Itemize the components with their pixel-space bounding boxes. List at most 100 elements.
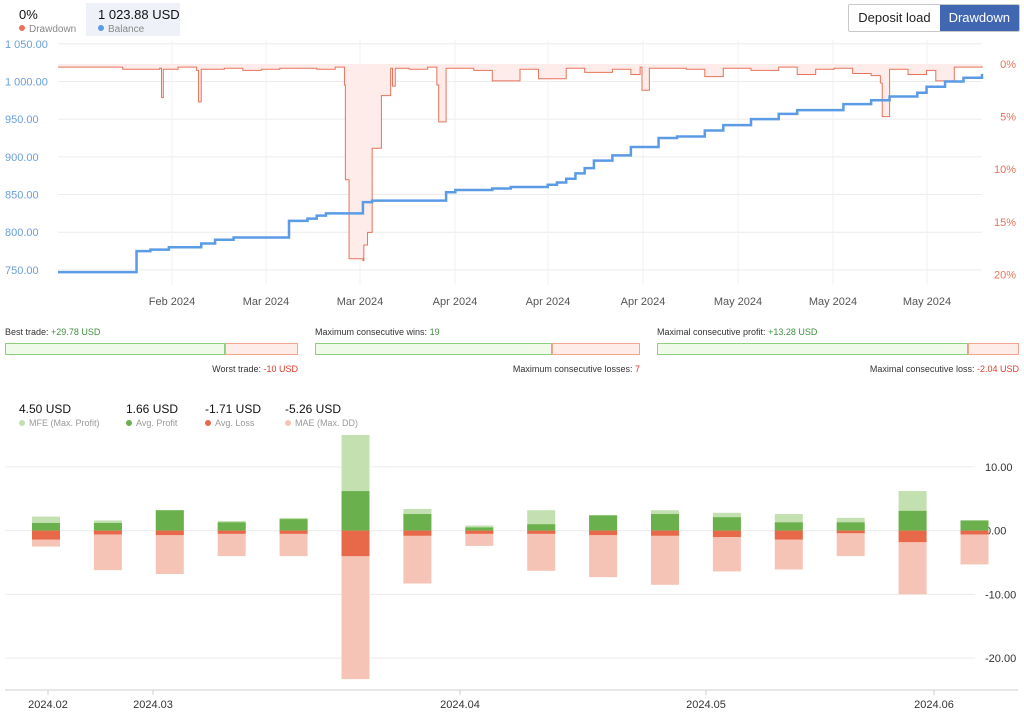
avg-profit-bar xyxy=(589,515,618,531)
balance-value: 1 023.88 USD xyxy=(98,7,180,22)
x-tick-label: May 2024 xyxy=(809,296,857,308)
x-tick-label: 2024.03 xyxy=(133,699,173,711)
worst-trade-label: Worst trade: xyxy=(212,364,261,374)
y-left-tick: 850.00 xyxy=(5,190,39,202)
drawdown-value: 0% xyxy=(19,7,38,22)
best-worst-trade-bar xyxy=(5,343,298,355)
mfe-mae-chart: 10.00 0.00 -10.00 -20.00 2024.02 2024.03 2024.… xyxy=(5,435,1018,711)
avg-profit-bar xyxy=(93,522,122,531)
y-right-tick: 15% xyxy=(994,217,1016,229)
avg-profit-bar xyxy=(155,510,184,531)
avg-loss-bar xyxy=(960,530,989,535)
avg-loss-dot-icon xyxy=(205,419,211,426)
view-toggle: Deposit load Drawdown xyxy=(848,4,1020,32)
mae-bar xyxy=(527,530,556,571)
mae-label: MAE (Max. DD) xyxy=(295,418,358,428)
x-tick-label: 2024.05 xyxy=(686,699,726,711)
avg-profit-bar xyxy=(836,522,865,531)
worst-trade-value: -10 USD xyxy=(263,364,298,374)
mae-bar xyxy=(712,530,741,572)
max-cons-profit-stat: Maximal consecutive profit: +13.28 USD xyxy=(657,327,817,337)
x-tick-label: 2024.02 xyxy=(28,699,68,711)
mae-bar xyxy=(465,530,494,546)
deposit-load-button[interactable]: Deposit load xyxy=(849,5,940,31)
avg-loss-legend: -1.71 USD Avg. Loss xyxy=(205,402,261,429)
avg-loss-bar xyxy=(774,530,803,540)
y-left-tick: 950.00 xyxy=(5,114,39,126)
max-cons-profit-label: Maximal consecutive profit: xyxy=(657,327,766,337)
x-tick-label: 2024.04 xyxy=(440,699,480,711)
y-left-tick: 750.00 xyxy=(5,265,39,277)
avg-profit-bar xyxy=(651,514,679,531)
mae-dot-icon xyxy=(285,419,291,426)
y-right-tick: 20% xyxy=(994,269,1016,281)
avg-profit-bar xyxy=(465,527,494,531)
avg-loss-bar xyxy=(279,530,308,534)
mae-legend: -5.26 USD MAE (Max. DD) xyxy=(285,402,358,429)
best-trade-label: Best trade: xyxy=(5,327,49,337)
mfe-legend: 4.50 USD MFE (Max. Profit) xyxy=(19,402,100,429)
y-left-tick: 800.00 xyxy=(5,227,39,239)
max-cons-loss-value: -2.04 USD xyxy=(976,364,1019,374)
drawdown-line xyxy=(58,66,983,262)
avg-profit-label: Avg. Profit xyxy=(136,418,178,428)
avg-profit-bar xyxy=(32,522,60,531)
y-right-tick: 5% xyxy=(1000,112,1016,124)
avg-loss-bar xyxy=(341,530,370,557)
avg-loss-value: -1.71 USD xyxy=(205,402,262,416)
avg-loss-bar xyxy=(712,530,741,537)
avg-loss-bar xyxy=(217,530,246,534)
mfe-dot-icon xyxy=(19,419,25,426)
mae-bar xyxy=(589,530,618,578)
mfe-value: 4.50 USD xyxy=(19,402,72,416)
max-cons-losses-value: 7 xyxy=(634,364,640,374)
y-right-tick: 0% xyxy=(1000,59,1016,71)
mae-bar xyxy=(403,530,432,584)
avg-loss-bar xyxy=(403,530,432,536)
avg-profit-dot-icon xyxy=(126,419,132,426)
y-tick: 0.00 xyxy=(985,526,1006,538)
mae-bar xyxy=(960,530,989,565)
avg-loss-bar xyxy=(465,530,494,534)
balance-line xyxy=(58,73,984,274)
avg-profit-bar xyxy=(279,519,308,531)
x-tick-label: Apr 2024 xyxy=(526,296,571,308)
drawdown-label: Drawdown xyxy=(29,24,77,35)
x-tick-label: Mar 2024 xyxy=(243,296,289,308)
y-tick: -10.00 xyxy=(985,589,1016,601)
y-tick: -20.00 xyxy=(985,653,1016,665)
mae-bar xyxy=(836,530,865,557)
drawdown-dot-icon xyxy=(19,25,25,32)
x-tick-label: May 2024 xyxy=(903,296,951,308)
avg-profit-bar xyxy=(527,524,556,531)
drawdown-area xyxy=(58,64,982,261)
best-trade-stat: Best trade: +29.78 USD xyxy=(5,327,100,337)
avg-profit-bar xyxy=(403,514,432,531)
avg-loss-label: Avg. Loss xyxy=(215,418,255,428)
avg-loss-bar xyxy=(651,530,679,536)
avg-profit-bar xyxy=(712,517,741,531)
avg-loss-bar xyxy=(93,530,122,535)
y-tick: 10.00 xyxy=(985,462,1013,474)
balance-drawdown-chart: 1 050.00 1 000.00 950.00 900.00 850.00 800.00… xyxy=(5,39,1016,308)
drawdown-legend: 0% Drawdown xyxy=(7,3,88,36)
avg-loss-bar xyxy=(155,530,184,536)
avg-loss-bar xyxy=(527,530,556,534)
avg-profit-bar xyxy=(898,510,927,531)
cons-wins-losses-bar xyxy=(315,343,640,355)
max-cons-loss-label: Maximal consecutive loss: xyxy=(869,364,975,374)
avg-loss-bar xyxy=(589,530,618,536)
mae-bar xyxy=(651,530,679,585)
max-cons-wins-label: Maximum consecutive wins: xyxy=(315,327,428,337)
x-tick-label: Apr 2024 xyxy=(433,296,478,308)
avg-profit-legend: 1.66 USD Avg. Profit xyxy=(126,402,178,429)
y-right-tick: 10% xyxy=(994,164,1016,176)
max-cons-loss-stat: Maximal consecutive loss: -2.04 USD xyxy=(870,364,1019,374)
max-cons-wins-value: 19 xyxy=(429,327,440,337)
cons-profit-loss-bar xyxy=(657,343,1019,355)
avg-loss-bar xyxy=(836,530,865,534)
best-trade-value: +29.78 USD xyxy=(51,327,101,337)
avg-loss-bar xyxy=(32,530,60,540)
mae-bar xyxy=(279,530,308,557)
drawdown-button[interactable]: Drawdown xyxy=(939,5,1019,31)
